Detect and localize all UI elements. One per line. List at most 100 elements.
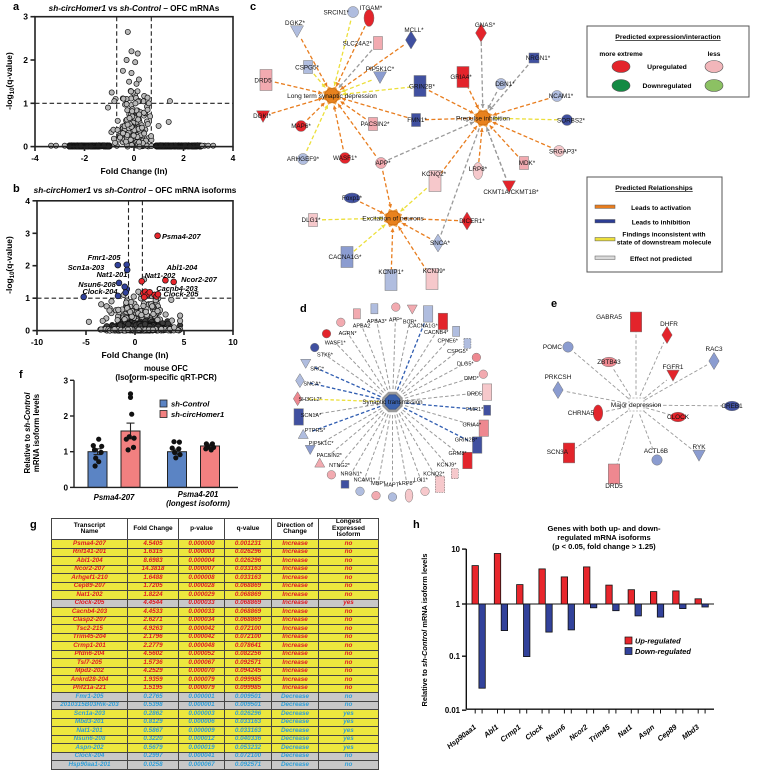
svg-text:ITGAM*: ITGAM*: [360, 5, 383, 12]
svg-text:GRIA4*: GRIA4*: [450, 74, 472, 81]
svg-text:PIP5K1C*: PIP5K1C*: [309, 441, 335, 447]
svg-text:0.1: 0.1: [449, 652, 461, 661]
svg-text:mouse OFC: mouse OFC: [144, 364, 188, 373]
svg-text:-5: -5: [82, 337, 90, 347]
svg-text:CLOCK: CLOCK: [667, 414, 690, 421]
svg-text:GRIN2B*: GRIN2B*: [409, 84, 435, 91]
svg-text:Nsun6-208: Nsun6-208: [78, 280, 116, 289]
svg-text:Long term synaptic depression: Long term synaptic depression: [287, 93, 377, 100]
svg-text:*: *: [129, 378, 133, 388]
svg-text:DICER1*: DICER1*: [459, 218, 485, 225]
svg-text:CACNB4*: CACNB4*: [424, 330, 449, 336]
svg-text:DLG5*: DLG5*: [457, 361, 474, 367]
svg-text:10: 10: [451, 545, 460, 554]
svg-text:h: h: [413, 519, 420, 531]
svg-text:Leads to inhibition: Leads to inhibition: [632, 220, 691, 227]
svg-text:RAC3: RAC3: [705, 346, 722, 353]
svg-text:APP*: APP*: [389, 318, 403, 324]
svg-text:APBA3*: APBA3*: [367, 319, 388, 325]
svg-text:CSPG5*: CSPG5*: [295, 65, 319, 72]
svg-text:Leads to activation: Leads to activation: [631, 205, 691, 212]
svg-text:ARHGEF9*: ARHGEF9*: [287, 156, 320, 163]
svg-text:state of downstream molecule: state of downstream molecule: [617, 240, 712, 247]
svg-text:Predicted expression/interacti: Predicted expression/interaction: [615, 34, 720, 41]
svg-text:(p < 0.05, fold change > 1.25): (p < 0.05, fold change > 1.25): [552, 542, 656, 551]
svg-text:Clock: Clock: [523, 722, 545, 742]
svg-text:-log10(q-value): -log10(q-value): [4, 52, 16, 110]
svg-text:3: 3: [63, 376, 68, 385]
svg-text:d: d: [300, 303, 307, 315]
svg-text:FMR1*: FMR1*: [466, 407, 484, 413]
svg-text:4: 4: [25, 196, 30, 206]
svg-text:KCNJ9*: KCNJ9*: [423, 268, 446, 275]
svg-text:sh-circHomer1: sh-circHomer1: [171, 410, 224, 419]
svg-text:CSPG5*: CSPG5*: [447, 349, 469, 355]
svg-text:Ncor2-207: Ncor2-207: [181, 275, 218, 284]
svg-text:SCN1A*: SCN1A*: [301, 413, 322, 419]
svg-text:PIP5K1C*: PIP5K1C*: [366, 66, 395, 73]
svg-text:Trim45: Trim45: [587, 722, 612, 744]
svg-text:SRCIN1*: SRCIN1*: [323, 10, 349, 17]
svg-text:regulated mRNA isoforms: regulated mRNA isoforms: [557, 533, 650, 542]
svg-text:LGI1*: LGI1*: [414, 478, 429, 484]
svg-text:BCR*: BCR*: [403, 319, 418, 325]
svg-text:KCNQ2*: KCNQ2*: [422, 171, 447, 178]
svg-text:Fmr1-205: Fmr1-205: [88, 253, 122, 262]
svg-text:RYK: RYK: [692, 444, 706, 451]
svg-text:WASF1*: WASF1*: [325, 341, 347, 347]
svg-text:KCNQ2*: KCNQ2*: [423, 471, 445, 477]
svg-text:1: 1: [23, 98, 28, 108]
svg-text:DRD5: DRD5: [605, 483, 623, 490]
svg-text:Hsp90aa1: Hsp90aa1: [445, 722, 478, 750]
svg-text:0.01: 0.01: [445, 706, 461, 715]
svg-text:CREB1: CREB1: [721, 403, 743, 410]
svg-text:CPNE6*: CPNE6*: [437, 339, 458, 345]
svg-text:Genes with both up- and down-: Genes with both up- and down-: [547, 524, 661, 533]
svg-text:SRGAP3*: SRGAP3*: [549, 149, 578, 156]
svg-text:Clock-204: Clock-204: [83, 287, 118, 296]
svg-text:Cep89: Cep89: [656, 722, 680, 743]
svg-text:KCNIP1*: KCNIP1*: [378, 269, 404, 276]
svg-text:b: b: [13, 183, 20, 195]
svg-text:a: a: [13, 1, 20, 13]
svg-text:Crmp1: Crmp1: [498, 722, 522, 744]
svg-text:GABRA5: GABRA5: [596, 314, 622, 321]
svg-text:DLG1*: DLG1*: [302, 217, 321, 224]
svg-text:DMD*: DMD*: [464, 376, 480, 382]
svg-text:sh-circHomer1 vs sh-Control –: sh-circHomer1 vs sh-Control – OFC mRNA i…: [34, 186, 237, 195]
svg-text:CACNA1G*: CACNA1G*: [329, 254, 362, 261]
svg-text:Nsun6: Nsun6: [544, 722, 568, 744]
svg-text:NCAM1*: NCAM1*: [354, 478, 376, 484]
svg-text:-2: -2: [81, 153, 89, 163]
svg-text:GRIA4*: GRIA4*: [462, 423, 482, 429]
svg-text:5: 5: [182, 337, 187, 347]
svg-text:SORBS2*: SORBS2*: [557, 118, 586, 125]
svg-text:Predicted Relationships: Predicted Relationships: [615, 185, 693, 192]
svg-text:0: 0: [132, 153, 137, 163]
svg-text:2: 2: [25, 261, 30, 271]
svg-text:PTPRS*: PTPRS*: [305, 428, 326, 434]
svg-text:CHRNA5: CHRNA5: [568, 410, 595, 417]
svg-text:Relative to sh-Control: Relative to sh-Control: [23, 392, 32, 474]
svg-text:ACTL6B: ACTL6B: [644, 448, 668, 455]
svg-text:LRP8*: LRP8*: [469, 166, 488, 173]
svg-text:SH3GL2*: SH3GL2*: [298, 397, 322, 403]
svg-text:AGRN*: AGRN*: [339, 331, 358, 337]
svg-text:e: e: [551, 298, 557, 310]
svg-text:MCLL*: MCLL*: [404, 27, 424, 34]
svg-text:NRGN1*: NRGN1*: [340, 471, 362, 477]
svg-text:f: f: [19, 369, 23, 381]
svg-text:MAP6*: MAP6*: [291, 123, 311, 130]
svg-text:mRNA isoform levels: mRNA isoform levels: [32, 393, 41, 472]
svg-text:DRD5: DRD5: [467, 391, 482, 397]
svg-text:MBP*: MBP*: [371, 481, 386, 487]
svg-text:SLC24A2*: SLC24A2*: [343, 41, 373, 48]
svg-text:0: 0: [23, 142, 28, 152]
svg-text:PACSIN2*: PACSIN2*: [317, 453, 343, 459]
svg-text:KCNJ9*: KCNJ9*: [437, 462, 457, 468]
svg-text:10: 10: [228, 337, 238, 347]
svg-text:ZBTB43: ZBTB43: [597, 359, 621, 366]
svg-text:WASF1*: WASF1*: [333, 155, 357, 162]
svg-text:more extreme: more extreme: [599, 51, 643, 58]
svg-text:Relative to sh-Control mRNA is: Relative to sh-Control mRNA isoform leve…: [420, 554, 429, 707]
